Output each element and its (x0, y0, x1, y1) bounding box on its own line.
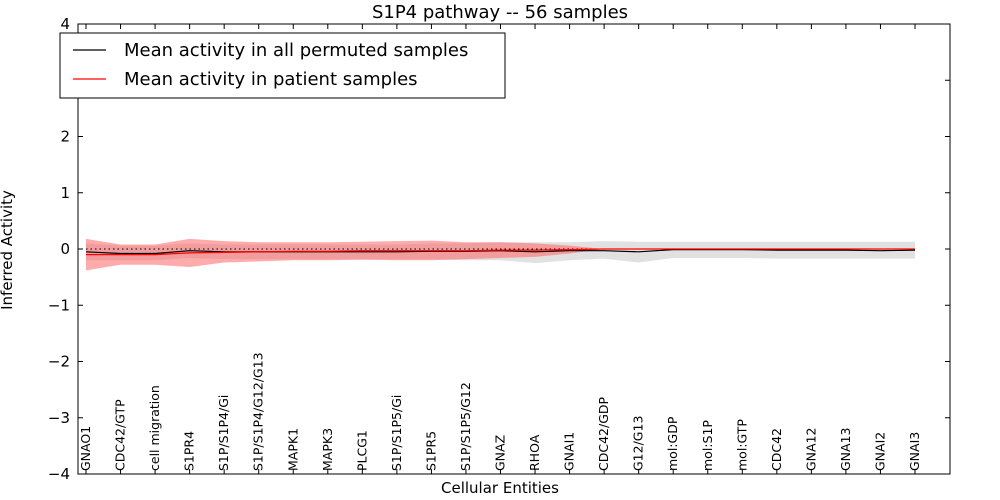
y-axis-label: Inferred Activity (0, 190, 16, 310)
x-tick-label: GNAI1 (562, 432, 577, 471)
x-tick-label: cell migration (147, 385, 162, 471)
x-tick-label: PLCG1 (354, 430, 369, 471)
y-tick-label: 1 (60, 184, 70, 202)
series-1-band (86, 238, 915, 271)
x-tick-label: CDC42/GTP (113, 399, 128, 471)
y-tick-label: 2 (60, 128, 70, 146)
x-tick-label: GNA13 (838, 428, 853, 472)
x-tick-label: mol:S1P (700, 420, 715, 471)
x-tick-label: S1PR5 (423, 431, 438, 471)
x-tick-label: S1P/S1P4/G12/G13 (251, 352, 266, 471)
series-1-line (86, 248, 915, 256)
y-tick-label: −1 (48, 296, 70, 314)
x-tick-label: GNAI2 (873, 432, 888, 471)
x-tick-label: S1P/S1P5/Gi (389, 395, 404, 471)
x-tick-label: GNAI3 (907, 432, 922, 471)
legend-box (59, 32, 506, 99)
x-tick-label: MAPK1 (285, 428, 300, 471)
x-tick-label: S1PR4 (182, 431, 197, 471)
x-tick-label: GNAZ (493, 435, 508, 471)
x-tick-label: CDC42 (769, 428, 784, 471)
legend: Mean activity in all permuted samples Mea… (59, 32, 506, 99)
x-tick-label: S1P/S1P5/G12 (458, 382, 473, 471)
x-tick-label: S1P/S1P4/Gi (216, 395, 231, 471)
y-tick-label: −4 (48, 465, 70, 483)
x-tick-label: RHOA (527, 434, 542, 471)
x-tick-label: mol:GDP (665, 416, 680, 471)
y-tick-label: 4 (60, 15, 70, 33)
x-tick-label: GNAO1 (78, 426, 93, 471)
x-tick-label: MAPK3 (320, 428, 335, 471)
legend-label-1: Mean activity in patient samples (124, 69, 418, 90)
x-tick-label: mol:GTP (734, 419, 749, 471)
chart-title: S1P4 pathway -- 56 samples (372, 2, 628, 23)
x-tick-label: CDC42/GDP (596, 396, 611, 471)
x-tick-label: GNA12 (803, 428, 818, 472)
x-tick-label: G12/G13 (631, 416, 646, 471)
x-axis-label: Cellular Entities (441, 479, 559, 497)
legend-label-0: Mean activity in all permuted samples (124, 40, 468, 61)
y-tick-label: −2 (48, 353, 70, 371)
y-tick-label: 0 (60, 240, 70, 258)
y-tick-label: −3 (48, 409, 70, 427)
